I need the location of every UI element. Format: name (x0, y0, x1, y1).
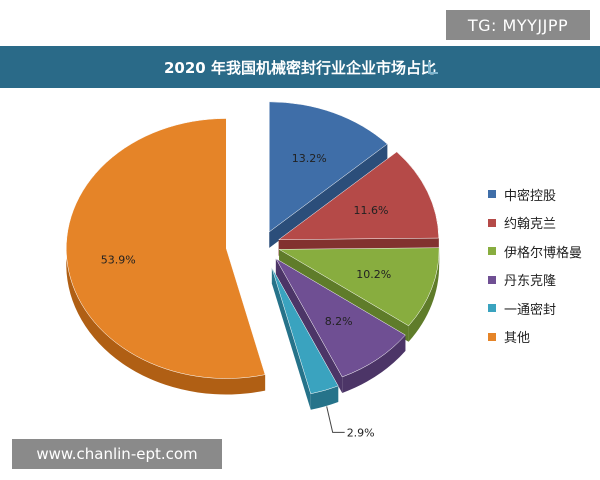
legend-item-0: 中密控股 (488, 180, 598, 209)
legend-swatch-3 (488, 275, 496, 284)
pie-slice-wall-4-1 (271, 267, 311, 410)
chart-title: 2020 年我国机械密封行业企业市场占比 (164, 58, 436, 77)
pie-slice-4 (271, 267, 339, 395)
pie-slice-side-2 (408, 247, 440, 342)
legend-label-1: 约翰克兰 (504, 217, 557, 233)
legend-item-1: 约翰克兰 (488, 209, 598, 238)
data-label-0: 13.2% (292, 152, 327, 165)
pie-slice-side-4 (310, 385, 339, 410)
pie-slice-5 (66, 118, 266, 379)
pie-slice-0 (269, 101, 388, 233)
legend-item-3: 丹东克隆 (488, 266, 598, 295)
data-label-5: 53.9% (101, 253, 136, 266)
pie-slice-wall-3-1 (275, 258, 343, 393)
legend-swatch-0 (488, 190, 496, 199)
data-label-2: 10.2% (356, 268, 391, 281)
data-label-3: 8.2% (325, 315, 353, 328)
title-bar: 2020 年我国机械密封行业企业市场占比 (0, 46, 600, 88)
legend-label-5: 其他 (504, 331, 531, 347)
legend-item-5: 其他 (488, 323, 598, 352)
legend-swatch-4 (488, 304, 496, 313)
legend-swatch-2 (488, 247, 496, 256)
legend-swatch-1 (488, 218, 496, 227)
pie-slice-1 (277, 151, 439, 240)
pie-slice-side-3 (342, 335, 406, 393)
legend-label-2: 伊格尔博格曼 (504, 245, 583, 261)
legend-item-4: 一通密封 (488, 294, 598, 323)
data-label-1: 11.6% (353, 204, 388, 217)
watermark-top: TG: MYYJJPP (446, 10, 590, 40)
data-label-4: 2.9% (347, 426, 375, 439)
title-decoration (428, 62, 438, 74)
legend-label-0: 中密控股 (504, 188, 557, 204)
legend: 中密控股约翰克兰伊格尔博格曼 丹东克隆一通密封其他 (488, 180, 598, 351)
watermark-bottom: www.chanlin-ept.com (12, 439, 222, 469)
legend-label-4: 一通密封 (504, 302, 557, 318)
leader-line-4 (326, 406, 345, 433)
pie-slice-wall-0-1 (269, 144, 388, 248)
pie-slice-3 (275, 257, 406, 378)
legend-item-2: 伊格尔博格曼 (488, 237, 598, 266)
pie-slice-2 (278, 247, 440, 327)
legend-swatch-5 (488, 332, 496, 341)
legend-label-3: 丹东克隆 (504, 274, 557, 290)
